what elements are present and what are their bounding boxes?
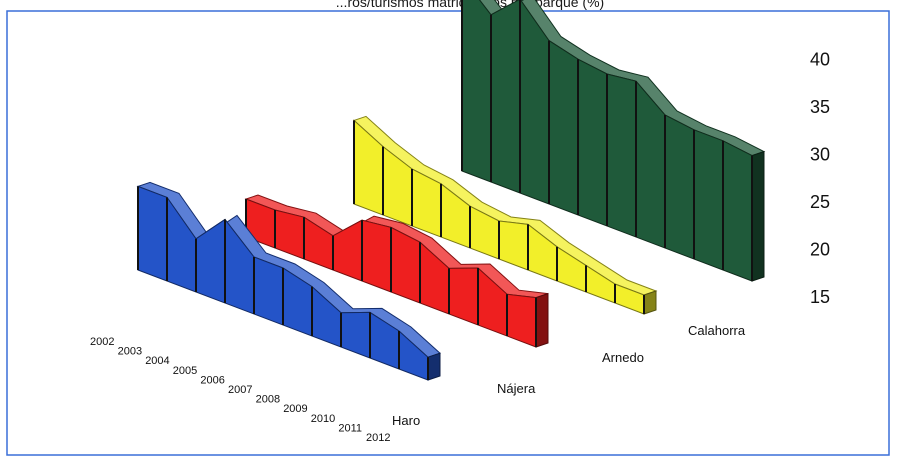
series-layer: [136, 0, 766, 381]
x-tick-label: 2006: [200, 374, 224, 386]
series-calahorra: [461, 0, 766, 282]
series-arnedo-end-face: [643, 290, 657, 315]
series-haro-end-face: [427, 352, 441, 381]
x-tick-label: 2003: [118, 346, 142, 358]
series-label-calahorra: Calahorra: [688, 323, 746, 338]
y-tick-label: 20: [810, 240, 830, 260]
y-tick-label: 15: [810, 287, 830, 307]
y-axis-ticks: 15 20 25 30 35 40: [810, 50, 830, 308]
series-label-arnedo: Arnedo: [602, 350, 644, 365]
series-labels: Calahorra Arnedo Nájera Haro: [392, 323, 746, 428]
series-arnedo: [353, 115, 658, 315]
x-tick-label: 2012: [366, 432, 390, 444]
x-tick-label: 2008: [256, 394, 280, 406]
x-tick-label: 2005: [173, 365, 197, 377]
x-tick-label: 2009: [283, 403, 307, 415]
x-tick-label: 2004: [145, 355, 169, 367]
series-haro: [136, 181, 441, 381]
series-label-haro: Haro: [392, 413, 420, 428]
chart-border: [6, 10, 890, 456]
y-tick-label: 30: [810, 145, 830, 165]
y-tick-label: 40: [810, 50, 830, 70]
y-tick-label: 25: [810, 192, 830, 212]
series-label-najera: Nájera: [497, 381, 536, 396]
series-calahorra-end-face: [751, 150, 765, 282]
x-tick-label: 2007: [228, 384, 252, 396]
y-tick-label: 35: [810, 97, 830, 117]
x-tick-label: 2010: [311, 413, 335, 425]
x-tick-label: 2002: [90, 336, 114, 348]
x-tick-label: 2011: [338, 422, 362, 434]
series-najera-end-face: [535, 292, 549, 348]
